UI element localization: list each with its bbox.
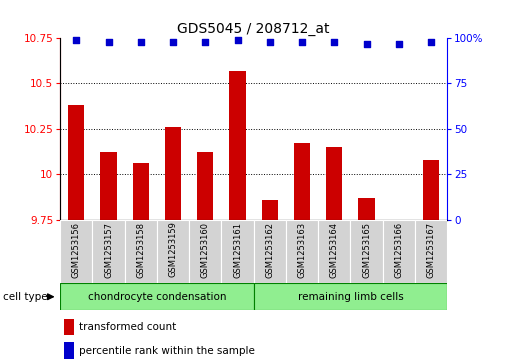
Bar — [326, 147, 343, 220]
Bar — [100, 152, 117, 220]
Point — [105, 39, 113, 45]
Point — [298, 39, 306, 45]
Text: remaining limb cells: remaining limb cells — [298, 292, 403, 302]
Point — [137, 39, 145, 45]
Bar — [60, 220, 93, 283]
Bar — [230, 71, 246, 220]
Bar — [64, 319, 74, 335]
Bar — [254, 283, 447, 310]
Bar — [423, 160, 439, 220]
Bar — [383, 220, 415, 283]
Text: percentile rank within the sample: percentile rank within the sample — [79, 346, 255, 356]
Text: cell type: cell type — [3, 292, 47, 302]
Bar — [286, 220, 318, 283]
Point — [395, 41, 403, 46]
Point — [362, 41, 371, 46]
Text: GSM1253156: GSM1253156 — [72, 221, 81, 278]
Bar — [64, 342, 74, 359]
Bar — [133, 163, 149, 220]
Text: GSM1253162: GSM1253162 — [265, 221, 274, 278]
Point — [266, 39, 274, 45]
Bar — [294, 143, 310, 220]
Text: GSM1253160: GSM1253160 — [201, 221, 210, 278]
Text: transformed count: transformed count — [79, 322, 177, 332]
Text: GSM1253164: GSM1253164 — [330, 221, 339, 278]
Bar — [358, 198, 374, 220]
Text: GSM1253159: GSM1253159 — [168, 221, 177, 277]
Text: GSM1253157: GSM1253157 — [104, 221, 113, 278]
Point — [72, 37, 81, 43]
Title: GDS5045 / 208712_at: GDS5045 / 208712_at — [177, 22, 330, 36]
Bar — [124, 220, 157, 283]
Bar — [350, 220, 383, 283]
Point — [201, 39, 209, 45]
Text: GSM1253158: GSM1253158 — [137, 221, 145, 278]
Text: GSM1253167: GSM1253167 — [427, 221, 436, 278]
Text: GSM1253166: GSM1253166 — [394, 221, 403, 278]
Bar — [415, 220, 447, 283]
Point — [427, 39, 435, 45]
Point — [330, 39, 338, 45]
Bar — [262, 200, 278, 220]
Bar — [165, 127, 181, 220]
Bar — [254, 220, 286, 283]
Bar — [189, 220, 221, 283]
Bar — [93, 220, 124, 283]
Text: chondrocyte condensation: chondrocyte condensation — [88, 292, 226, 302]
Bar — [197, 152, 213, 220]
Bar — [68, 105, 84, 220]
Point — [169, 39, 177, 45]
Bar — [221, 220, 254, 283]
Text: GSM1253163: GSM1253163 — [298, 221, 306, 278]
Point — [233, 37, 242, 43]
Text: GSM1253165: GSM1253165 — [362, 221, 371, 278]
Bar — [157, 220, 189, 283]
Bar — [318, 220, 350, 283]
Text: GSM1253161: GSM1253161 — [233, 221, 242, 278]
Bar — [60, 283, 254, 310]
